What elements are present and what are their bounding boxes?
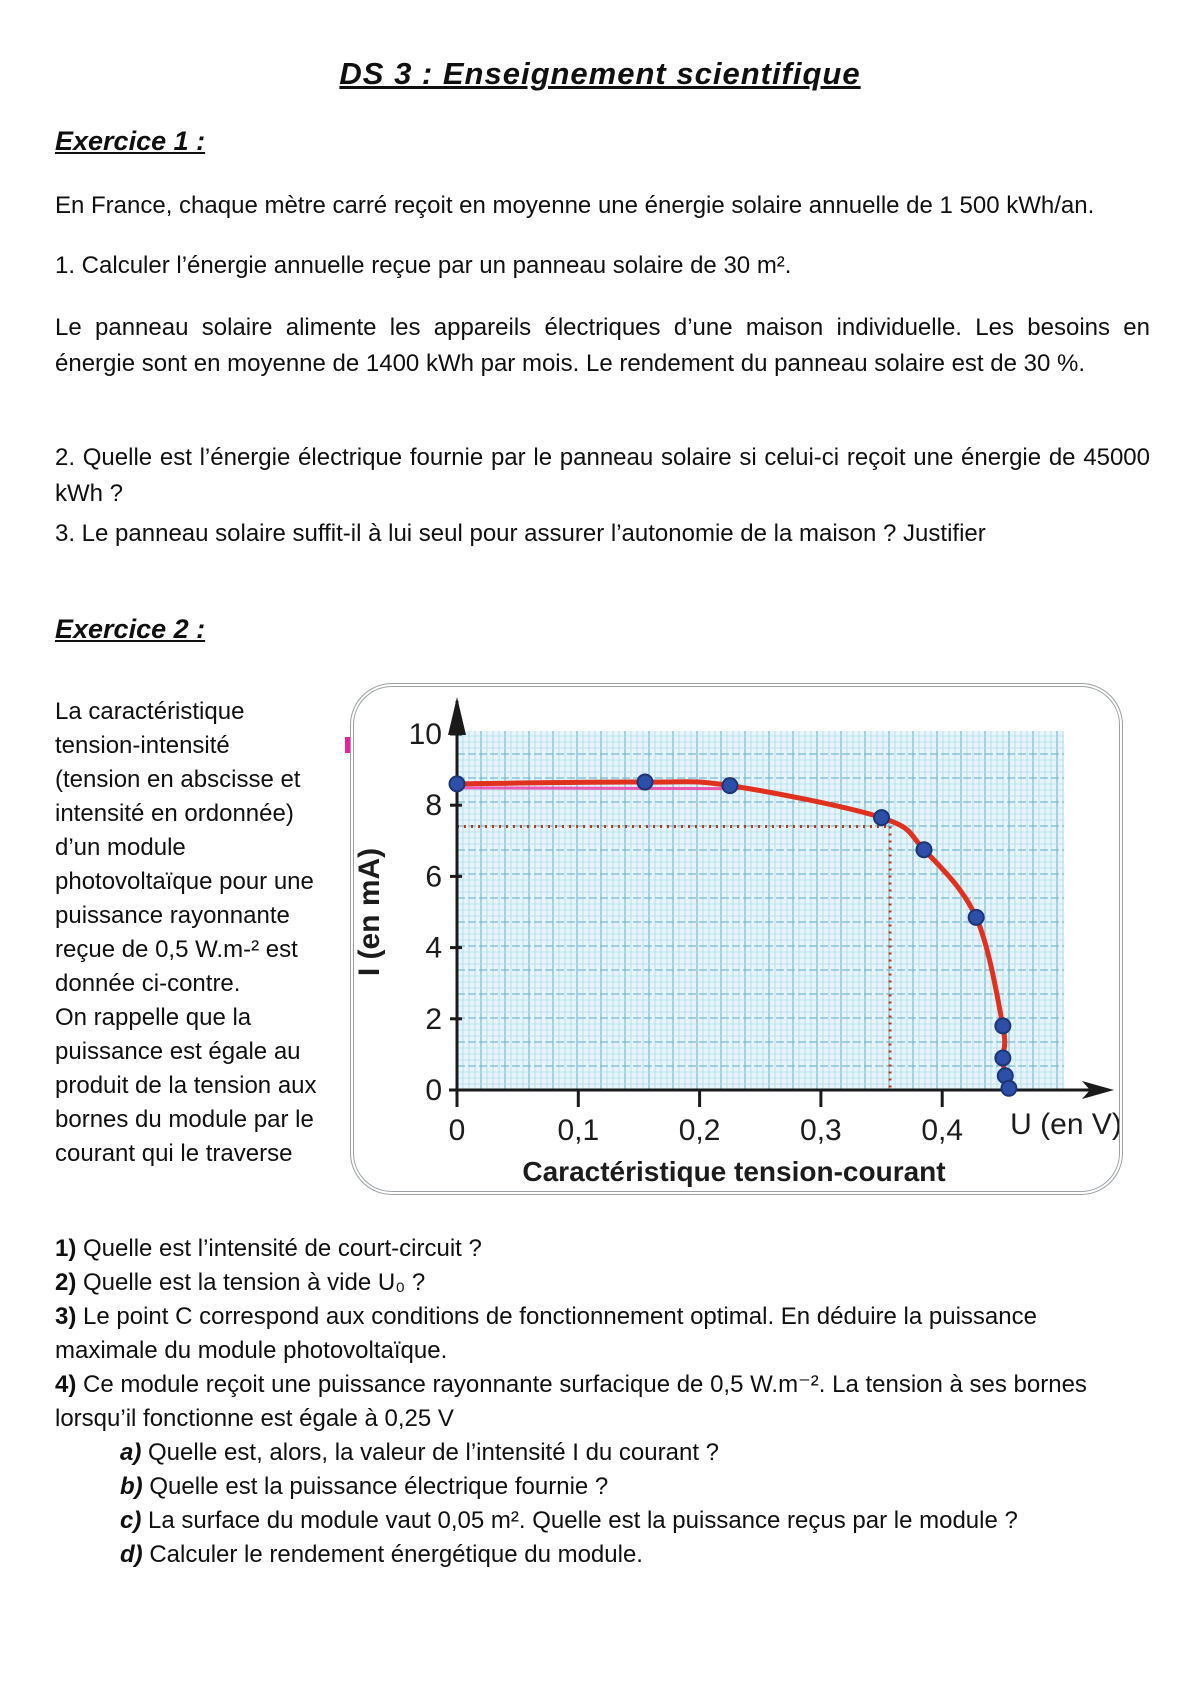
y-tick-label: 4 [425,932,442,965]
y-tick-label: 10 [409,718,442,751]
side-text-line: reçue de 0,5 W.m-² est [55,936,298,963]
x-tick-label: 0,1 [557,1114,599,1147]
data-points [448,773,1018,1097]
question-number: 1) [55,1235,77,1262]
subquestion-letter: d) [120,1541,143,1568]
x-tick-label: 0,2 [679,1114,721,1147]
chart-caption: Caractéristique tension-courant [522,1156,945,1187]
data-point [873,809,891,827]
tick-labels: 0 2 4 6 8 10 0 0,1 0,2 0,3 0,4 [409,718,963,1147]
question-line: 1) Quelle est l’intensité de court-circu… [55,1235,482,1262]
data-point [448,775,466,793]
exercise1-heading: Exercice 1 : [55,126,206,156]
exercise2-heading: Exercice 2 : [55,614,206,644]
question-number: 3) [55,1303,77,1330]
side-text-line: donnée ci-contre. [55,970,241,997]
y-axis-label: I (en mA) [354,848,386,976]
exercise1-question-3: 3. Le panneau solaire suffit-il à lui se… [55,520,986,547]
page-title: DS 3 : Enseignement scientifique [339,56,861,91]
exercise2-side-text: La caractéristique tension-intensité (te… [55,695,355,1171]
x-tick-label: 0,4 [921,1114,963,1147]
x-tick-label: 0,3 [800,1114,842,1147]
side-text-line: puissance est égale au [55,1038,301,1065]
data-point [721,777,739,795]
data-point [1000,1079,1018,1097]
question-number: 4) [55,1371,77,1398]
x-axis-label: U (en V) [1010,1108,1119,1141]
data-point [636,773,654,791]
axes [448,697,1114,1099]
x-tick-label: 0 [449,1114,466,1147]
side-text-line: produit de la tension aux [55,1072,317,1099]
side-text-line: courant qui le traverse [55,1140,293,1167]
y-tick-label: 0 [425,1074,442,1107]
optimal-point-marker-lines [457,825,892,1088]
question-line: 4) Ce module reçoit une puissance rayonn… [55,1371,1087,1398]
data-point [994,1049,1012,1067]
subquestion-letter: c) [120,1507,142,1534]
subquestion-line: a) Quelle est, alors, la valeur de l’int… [120,1439,719,1466]
question-line-continuation: lorsqu’il fonctionne est égale à 0,25 V [55,1405,454,1432]
iv-characteristic-chart-frame: 0 2 4 6 8 10 0 0,1 0,2 0,3 0,4 I (en mA) U (en V) Car… [350,683,1123,1195]
side-text-line: La caractéristique [55,698,245,725]
question-line-continuation: maximale du module photovoltaïque. [55,1337,448,1364]
subquestion-letter: b) [120,1473,143,1500]
data-point [915,841,933,859]
side-text-line: tension-intensité [55,732,230,759]
side-text-line: puissance rayonnante [55,902,290,929]
iv-characteristic-chart: 0 2 4 6 8 10 0 0,1 0,2 0,3 0,4 I (en mA) U (en V) Car… [354,697,1119,1187]
exercise2-questions: 1) Quelle est l’intensité de court-circu… [55,1232,1185,1572]
question-line: 2) Quelle est la tension à vide U₀ ? [55,1269,426,1296]
question-number: 2) [55,1269,77,1296]
subquestion-line: d) Calculer le rendement énergétique du … [120,1541,643,1568]
subquestion-letter: a) [120,1439,142,1466]
subquestion-line: b) Quelle est la puissance électrique fo… [120,1473,609,1500]
x-axis-arrow-icon [1082,1081,1114,1099]
y-axis-arrow-icon [448,697,466,735]
y-tick-label: 8 [425,789,442,822]
side-text-line: bornes du module par le [55,1106,314,1133]
exercise1-intro: En France, chaque mètre carré reçoit en … [55,192,1095,219]
subquestion-line: c) La surface du module vaut 0,05 m². Qu… [120,1507,1018,1534]
question-line: 3) Le point C correspond aux conditions … [55,1303,1037,1330]
side-text-line: (tension en abscisse et [55,766,301,793]
grid [456,731,1064,1091]
data-point [994,1017,1012,1035]
data-point [967,908,985,926]
exercise1-paragraph-2: Le panneau solaire alimente les appareil… [55,314,1150,377]
curve-underlay [456,786,740,791]
y-tick-label: 6 [425,860,442,893]
side-text-line: intensité en ordonnée) [55,800,294,827]
exercise1-question-2: 2. Quelle est l’énergie électrique fourn… [55,444,1150,507]
exercise1-question-1: 1. Calculer l’énergie annuelle reçue par… [55,252,792,279]
side-text-line: d’un module [55,834,186,861]
pink-highlight-mark [345,737,354,753]
side-text-line: On rappelle que la [55,1004,252,1031]
y-tick-label: 2 [425,1003,442,1036]
side-text-line: photovoltaïque pour une [55,868,314,895]
